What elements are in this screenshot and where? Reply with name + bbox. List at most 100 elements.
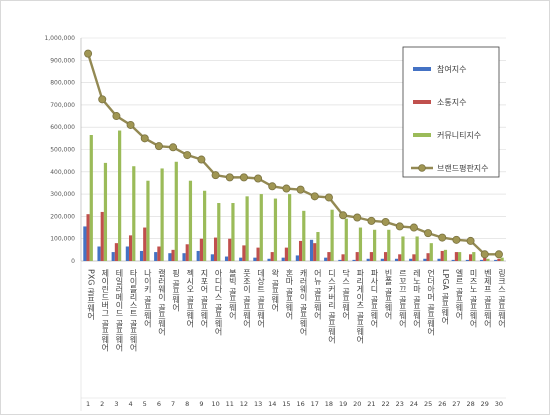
bar — [313, 243, 317, 261]
legend-swatch — [413, 133, 431, 137]
y-tick-label: 900,000 — [50, 57, 75, 64]
x-rank-label: 3 — [114, 400, 118, 408]
legend-label: 커뮤니티지수 — [437, 130, 481, 140]
legend-label: 소통지수 — [437, 98, 466, 107]
x-rank-label: 17 — [311, 400, 319, 408]
bar — [500, 257, 504, 261]
x-rank-label: 14 — [268, 400, 276, 408]
x-rank-label: 20 — [353, 400, 361, 408]
bar — [415, 236, 419, 261]
x-rank-label: 1 — [86, 400, 90, 408]
bar — [380, 258, 384, 261]
x-category-label: 파리게이츠 골프웨어 — [355, 269, 364, 345]
bar — [429, 243, 433, 261]
line-point — [211, 171, 220, 180]
y-tick-label: 100,000 — [50, 236, 75, 243]
line-point — [310, 192, 319, 201]
bar — [157, 246, 161, 261]
x-rank-label: 15 — [282, 400, 290, 408]
bar — [239, 257, 243, 261]
bar — [185, 244, 189, 261]
x-category-label: LPGA 골프웨어 — [441, 269, 450, 326]
bar — [270, 252, 274, 261]
line-point — [98, 95, 107, 104]
line-point — [225, 173, 234, 182]
bar — [231, 203, 235, 261]
legend-swatch — [413, 67, 431, 71]
bar — [486, 258, 490, 261]
bar — [160, 168, 164, 261]
line-point — [339, 211, 348, 220]
x-category-label: 디스커버리 골프웨어 — [327, 269, 336, 345]
bar — [174, 161, 178, 261]
bar — [242, 245, 246, 261]
x-rank-label: 16 — [296, 400, 304, 408]
x-rank-label: 2 — [100, 400, 104, 408]
bar — [401, 236, 405, 261]
y-tick-label: 700,000 — [50, 102, 75, 109]
line-point — [353, 213, 362, 222]
x-category-label: 나이키 골프웨어 — [143, 269, 152, 329]
bar — [154, 252, 158, 261]
x-rank-label: 26 — [438, 400, 446, 408]
bar — [302, 210, 306, 261]
bar — [146, 180, 150, 261]
line-point — [268, 182, 277, 191]
bar — [344, 218, 348, 261]
x-category-label: 레노마 골프웨어 — [412, 269, 421, 329]
bar — [86, 214, 90, 261]
bar — [497, 258, 501, 261]
bar — [114, 243, 119, 261]
bar — [366, 258, 370, 261]
bar — [224, 256, 229, 261]
x-rank-label: 13 — [254, 400, 262, 408]
line-point — [183, 151, 192, 160]
x-category-label: 캐러웨이 골프웨어 — [299, 269, 308, 337]
bar — [288, 194, 292, 261]
line-point — [409, 223, 418, 232]
bar — [352, 259, 356, 261]
bar — [298, 240, 303, 261]
legend-point-swatch — [418, 164, 426, 172]
bar — [284, 247, 289, 261]
x-category-label: 타이틀리스트 골프웨어 — [129, 269, 138, 353]
legend-label: 참여지수 — [437, 64, 466, 74]
bar — [168, 253, 172, 261]
bar — [465, 259, 469, 261]
line-point — [466, 236, 475, 245]
line-point — [126, 120, 135, 129]
x-category-label: 볼빅 골프웨어 — [228, 268, 237, 321]
bar — [228, 238, 232, 261]
line-point — [452, 235, 461, 244]
bar — [443, 249, 448, 261]
bar — [132, 166, 136, 261]
x-category-label: 르꼬끄 골프웨어 — [398, 269, 407, 329]
x-category-label: 캘러웨이 골프웨어 — [157, 269, 166, 337]
bar — [451, 259, 455, 261]
x-category-label: 어뉴 골프웨어 — [313, 268, 322, 321]
x-category-label: 젝시오 골프웨어 — [186, 268, 195, 329]
line-point — [494, 250, 503, 259]
bar — [394, 258, 399, 261]
bar — [213, 237, 218, 261]
x-rank-label: 18 — [325, 400, 333, 408]
bar — [103, 162, 108, 261]
bar — [128, 235, 133, 261]
y-tick-label: 1,000,000 — [44, 35, 75, 42]
bar — [97, 246, 101, 261]
x-rank-label: 7 — [171, 400, 175, 408]
line-point — [112, 112, 121, 121]
bar — [324, 257, 328, 261]
x-category-label: 데상트 골프웨어 — [256, 269, 265, 329]
bar — [330, 209, 334, 261]
bar — [309, 239, 314, 261]
line-point — [169, 143, 178, 152]
bar — [295, 255, 299, 261]
bar — [338, 259, 342, 261]
bar — [139, 250, 144, 261]
bar — [316, 232, 320, 261]
bar — [398, 254, 402, 261]
bar — [199, 238, 204, 261]
y-tick-label: 600,000 — [50, 124, 75, 131]
